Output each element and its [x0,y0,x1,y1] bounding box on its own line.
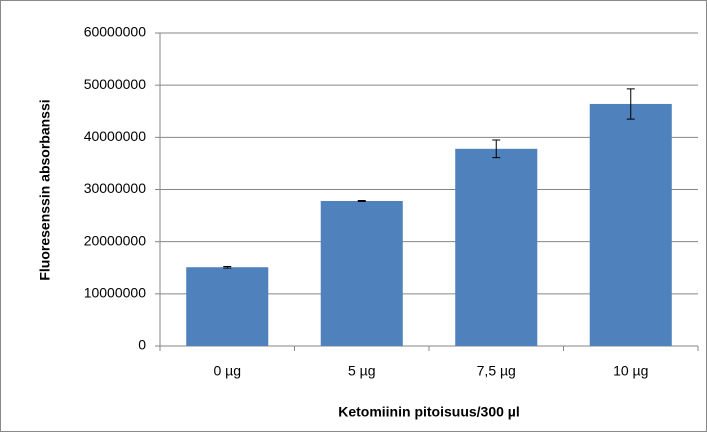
bar [320,200,403,346]
error-bar [357,199,366,202]
x-tick-label: 0 µg [213,363,241,379]
y-tick-label: 40000000 [84,128,147,144]
error-bar [492,139,501,159]
y-tick-label: 30000000 [84,180,147,196]
error-bar [223,265,232,269]
x-axis-label: Ketomiinin pitoisuus/300 µl [338,404,520,420]
y-tick-label: 10000000 [84,285,147,301]
x-tick-label: 5 µg [348,363,376,379]
bar [186,267,269,346]
y-tick-label: 50000000 [84,76,147,92]
error-bar [626,88,635,120]
y-tick-label: 60000000 [84,24,147,40]
bar [455,148,538,346]
bar [589,103,672,347]
y-tick-label: 20000000 [84,232,147,248]
x-tick-label: 7,5 µg [477,363,516,379]
y-axis-label: Fluoresenssin absorbanssi [37,99,53,280]
x-tick-label: 10 µg [613,363,648,379]
y-tick-label: 0 [138,337,146,353]
